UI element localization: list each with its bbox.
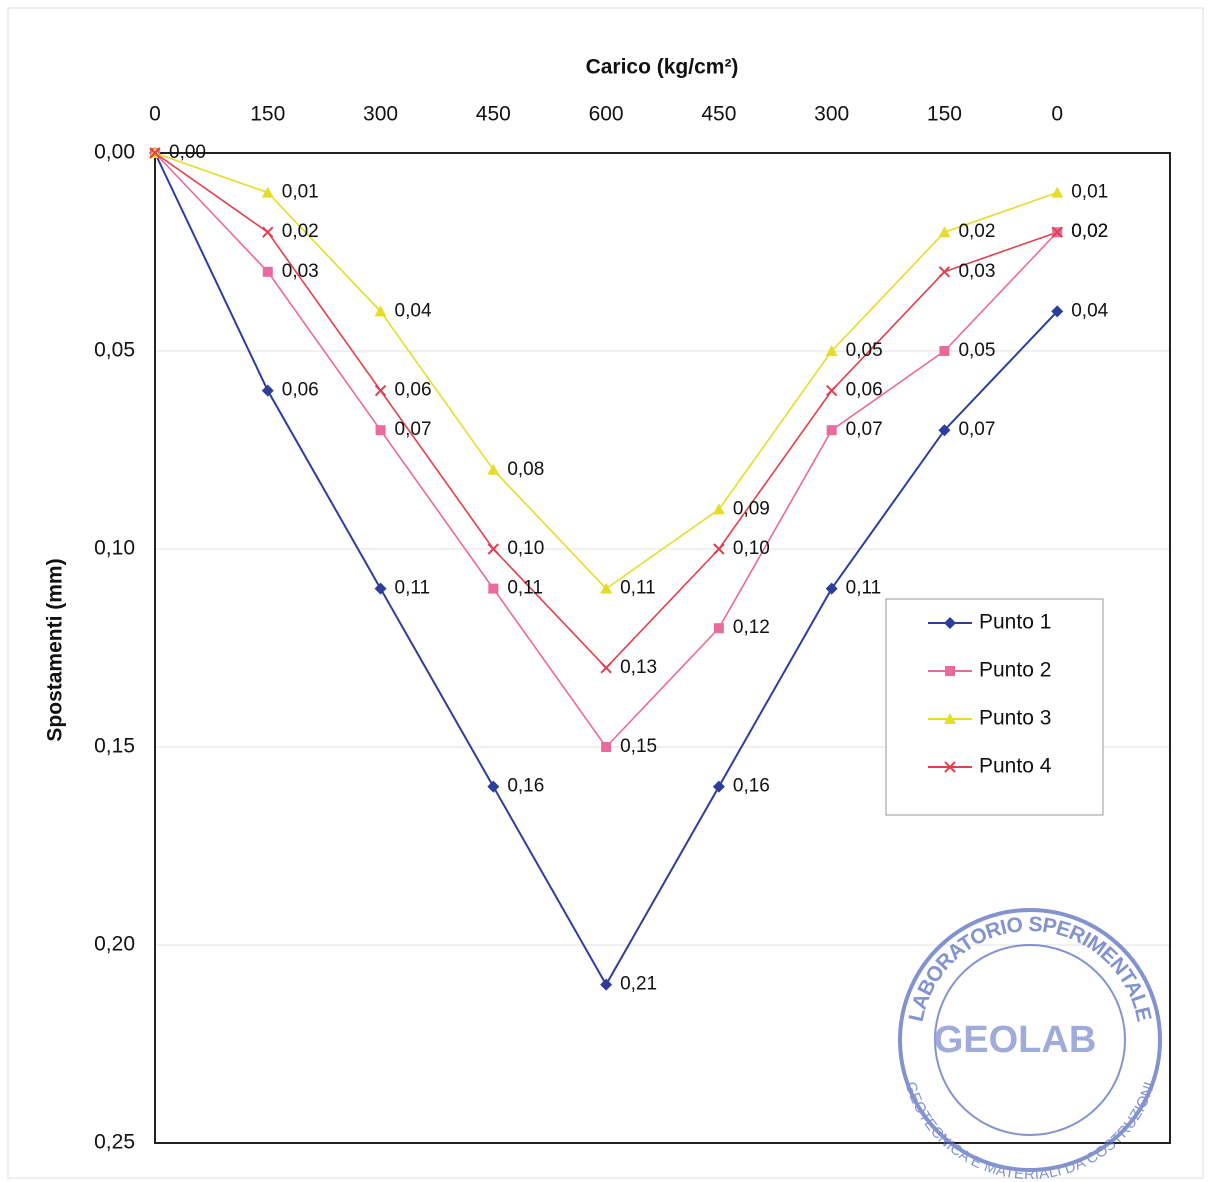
data-label: 0,11	[846, 578, 882, 599]
y-tick-label: 0,05	[94, 339, 135, 362]
marker	[375, 425, 386, 436]
y-tick-label: 0,00	[94, 141, 135, 164]
marker	[374, 582, 387, 595]
x-tick-label: 450	[701, 103, 736, 126]
marker	[488, 583, 499, 594]
x-tick-label: 0	[1051, 103, 1063, 126]
stamp-ring	[898, 908, 1162, 1172]
data-label: 0,06	[282, 380, 319, 401]
data-label: 0,06	[846, 380, 883, 401]
marker	[825, 345, 838, 356]
marker	[261, 186, 274, 198]
marker	[601, 742, 612, 752]
marker	[487, 543, 500, 555]
marker	[1051, 186, 1064, 198]
data-label: 0,10	[733, 538, 770, 559]
data-label: 0,16	[733, 776, 770, 797]
marker	[600, 978, 613, 991]
marker	[713, 543, 725, 555]
y-axis-title: Spostamenti (mm)	[44, 558, 67, 741]
data-label: 0,08	[507, 459, 544, 480]
legend-box	[885, 598, 1104, 816]
marker	[944, 713, 956, 724]
marker	[712, 780, 725, 793]
data-label: 0,11	[507, 578, 543, 599]
marker	[945, 666, 955, 676]
x-axis-title: Carico (kg/cm²)	[586, 56, 739, 79]
data-label: 0,04	[395, 300, 432, 321]
legend-label: Punto 1	[979, 611, 1051, 634]
legend: Punto 1 Punto 2 Punto 3 Punto 4	[885, 598, 1104, 816]
data-label: 0,01	[1071, 182, 1108, 203]
stamp-name: GEOLAB	[934, 1019, 1097, 1061]
marker	[1051, 305, 1064, 318]
marker	[938, 424, 951, 437]
data-label: 0,05	[958, 340, 995, 361]
legend-label: Punto 4	[979, 755, 1052, 778]
marker	[374, 384, 387, 397]
data-label: 0,06	[395, 380, 432, 401]
x-tick-label: 300	[363, 103, 398, 126]
marker	[944, 617, 956, 629]
plot-frame	[154, 152, 1171, 1144]
x-tick-label: 150	[927, 103, 962, 126]
marker	[826, 425, 837, 436]
data-label: 0,16	[507, 776, 544, 797]
marker	[600, 582, 613, 594]
marker	[600, 662, 612, 674]
x-tick-label: 150	[250, 103, 285, 126]
data-label: 0,10	[507, 538, 544, 559]
data-label: 0,13	[620, 657, 657, 678]
data-label: 0,21	[620, 974, 657, 995]
marker	[825, 384, 838, 397]
x-tick-label: 450	[476, 103, 511, 126]
data-label: 0,00	[169, 142, 206, 163]
x-tick-label: 300	[814, 103, 849, 126]
y-tick-label: 0,15	[94, 735, 135, 758]
data-label: 0,11	[620, 578, 656, 599]
marker	[939, 346, 950, 356]
marker	[712, 503, 725, 515]
marker	[938, 266, 951, 278]
plot: 0,00 0,06 0,11 0,16 0,21 0,16 0,11 0,07 0,04 0,03…	[149, 142, 1109, 995]
data-label: 0,02	[958, 221, 995, 242]
marker	[262, 266, 273, 277]
marker	[825, 582, 838, 595]
data-label: 0,04	[1071, 300, 1108, 321]
marker	[261, 384, 274, 397]
data-label: 0,03	[958, 261, 995, 282]
marker	[487, 463, 500, 475]
marker	[944, 761, 956, 773]
data-label: 0,02	[282, 221, 319, 242]
marker	[1051, 226, 1063, 238]
x-tick-label: 600	[589, 103, 624, 126]
data-label: 0,15	[620, 736, 657, 757]
data-label: 0,02	[1071, 221, 1108, 242]
x-tick-label: 0	[149, 103, 161, 126]
data-label: 0,02	[1071, 221, 1108, 242]
marker	[713, 623, 724, 634]
marker	[487, 780, 500, 793]
marker	[149, 147, 161, 159]
data-label: 0,11	[395, 578, 431, 599]
marker	[262, 226, 274, 238]
y-tick-label: 0,20	[94, 933, 135, 956]
y-tick-label: 0,10	[94, 537, 135, 560]
marker	[938, 226, 951, 238]
data-label: 0,05	[846, 340, 883, 361]
data-label: 0,03	[282, 261, 319, 282]
stamp-inner-ring	[934, 944, 1126, 1136]
data-label: 0,07	[958, 419, 995, 440]
marker	[374, 305, 387, 317]
legend-label: Punto 3	[979, 707, 1051, 730]
data-label: 0,01	[282, 182, 319, 203]
data-label: 0,07	[395, 419, 432, 440]
y-tick-label: 0,25	[94, 1131, 135, 1154]
legend-label: Punto 2	[979, 659, 1051, 682]
data-label: 0,09	[733, 498, 770, 519]
data-label: 0,12	[733, 617, 770, 638]
data-label: 0,07	[846, 419, 883, 440]
